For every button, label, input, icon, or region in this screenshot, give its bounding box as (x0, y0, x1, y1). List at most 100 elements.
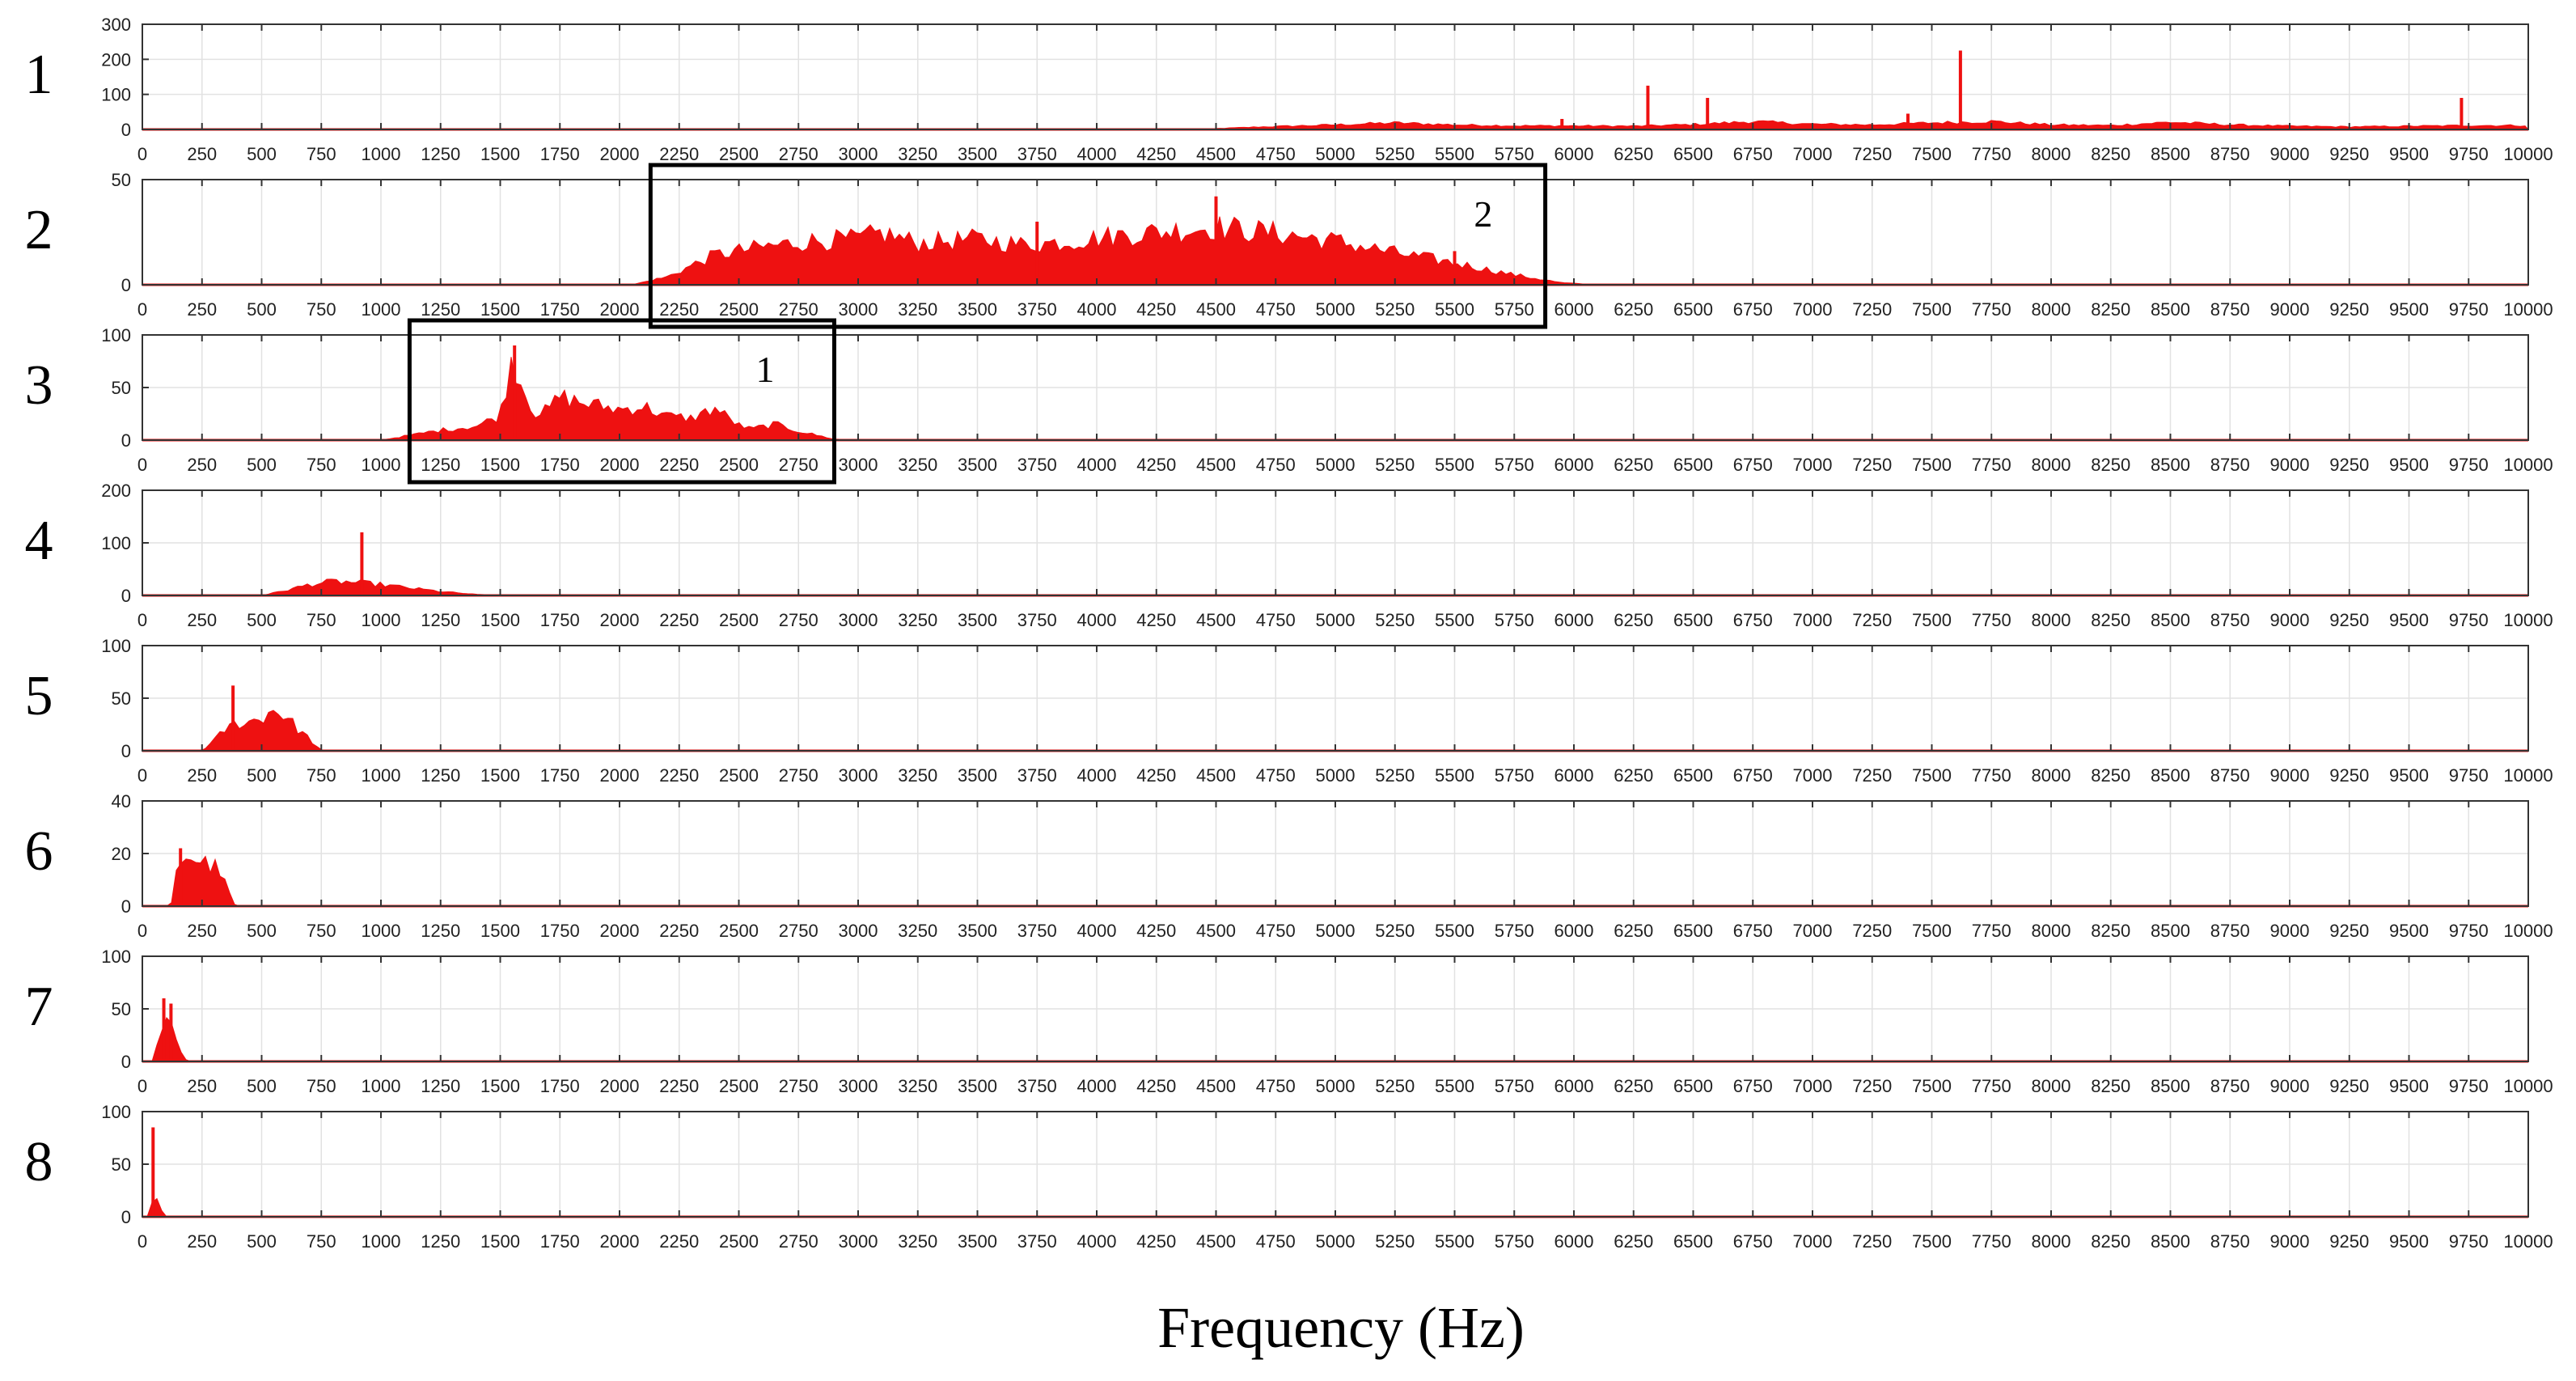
x-tick-label: 1000 (362, 455, 401, 475)
x-tick-label: 9000 (2270, 455, 2310, 475)
y-tick-label: 100 (101, 1102, 131, 1122)
x-tick-label: 6000 (1554, 610, 1594, 630)
x-tick-label: 500 (247, 765, 277, 786)
panel-7: 0 250 500 750 1000 1250 1500 1750 2000 2250 2500 27… (25, 947, 2553, 1096)
x-tick-label: 3750 (1017, 765, 1057, 786)
x-tick-label: 8750 (2210, 921, 2250, 941)
x-tick-label: 500 (247, 610, 277, 630)
x-tick-label: 5250 (1375, 144, 1415, 164)
x-tick-label: 1750 (540, 921, 580, 941)
y-tick-label: 100 (101, 325, 131, 345)
x-tick-label: 8500 (2151, 299, 2190, 320)
x-tick-label: 7750 (1972, 144, 2011, 164)
x-tick-label: 8000 (2032, 1231, 2071, 1252)
x-tick-label: 8750 (2210, 765, 2250, 786)
panel-number: 5 (25, 665, 53, 727)
x-tick-label: 7750 (1972, 299, 2011, 320)
y-tick-label: 200 (101, 49, 131, 70)
x-tick-label: 4750 (1256, 1076, 1296, 1096)
x-tick-label: 9000 (2270, 921, 2310, 941)
x-tick-label: 8500 (2151, 455, 2190, 475)
x-tick-label: 9250 (2329, 455, 2369, 475)
x-tick-label: 5500 (1435, 144, 1474, 164)
x-tick-label: 6250 (1614, 299, 1653, 320)
x-tick-label: 5750 (1495, 455, 1534, 475)
x-tick-label: 9750 (2449, 921, 2489, 941)
x-tick-label: 9500 (2389, 1231, 2429, 1252)
x-tick-label: 250 (187, 921, 217, 941)
panel-number: 8 (25, 1131, 53, 1193)
x-tick-label: 1750 (540, 610, 580, 630)
x-tick-label: 7000 (1793, 1076, 1833, 1096)
x-tick-label: 9500 (2389, 455, 2429, 475)
x-tick-label: 9500 (2389, 144, 2429, 164)
x-tick-label: 9250 (2329, 921, 2369, 941)
y-tick-label: 200 (101, 481, 131, 501)
x-tick-label: 250 (187, 610, 217, 630)
y-tick-label: 100 (101, 947, 131, 967)
x-tick-label: 750 (307, 1231, 336, 1252)
x-tick-label: 9000 (2270, 765, 2310, 786)
x-tick-label: 5750 (1495, 144, 1534, 164)
x-tick-label: 250 (187, 144, 217, 164)
x-tick-label: 2750 (779, 765, 818, 786)
x-tick-label: 2500 (719, 299, 759, 320)
x-tick-label: 7250 (1852, 299, 1892, 320)
x-tick-label: 4750 (1256, 455, 1296, 475)
x-tick-label: 8000 (2032, 455, 2071, 475)
x-tick-label: 4750 (1256, 610, 1296, 630)
x-tick-label: 6500 (1673, 765, 1713, 786)
x-tick-label: 4250 (1136, 765, 1176, 786)
x-tick-label: 4000 (1077, 1076, 1117, 1096)
x-tick-label: 2000 (600, 1076, 640, 1096)
x-tick-label: 4750 (1256, 1231, 1296, 1252)
x-tick-label: 2000 (600, 299, 640, 320)
x-tick-label: 2500 (719, 455, 759, 475)
x-tick-label: 3750 (1017, 299, 1057, 320)
x-tick-label: 1000 (362, 765, 401, 786)
x-tick-label: 5500 (1435, 1231, 1474, 1252)
x-tick-label: 2250 (659, 299, 699, 320)
x-tick-label: 8250 (2091, 299, 2130, 320)
x-tick-label: 7750 (1972, 921, 2011, 941)
x-tick-label: 9000 (2270, 610, 2310, 630)
x-tick-label: 7750 (1972, 1231, 2011, 1252)
x-tick-label: 1250 (421, 921, 460, 941)
x-tick-label: 2750 (779, 144, 818, 164)
x-tick-label: 2250 (659, 1231, 699, 1252)
x-tick-label: 4750 (1256, 765, 1296, 786)
panel-number: 3 (25, 354, 53, 417)
panel-number: 6 (25, 820, 53, 883)
x-tick-label: 750 (307, 1076, 336, 1096)
x-tick-label: 5750 (1495, 610, 1534, 630)
x-tick-label: 2500 (719, 765, 759, 786)
x-tick-label: 750 (307, 455, 336, 475)
x-tick-label: 8750 (2210, 299, 2250, 320)
x-tick-label: 8500 (2151, 1076, 2190, 1096)
x-tick-label: 2000 (600, 610, 640, 630)
x-tick-label: 9500 (2389, 1076, 2429, 1096)
x-tick-label: 7000 (1793, 765, 1833, 786)
x-tick-label: 1000 (362, 610, 401, 630)
x-tick-label: 1250 (421, 610, 460, 630)
x-tick-label: 9000 (2270, 1076, 2310, 1096)
x-tick-label: 9250 (2329, 1231, 2369, 1252)
x-tick-label: 2000 (600, 1231, 640, 1252)
x-tick-label: 5000 (1316, 765, 1356, 786)
x-tick-label: 1500 (480, 299, 520, 320)
x-tick-label: 500 (247, 1231, 277, 1252)
x-tick-label: 6250 (1614, 144, 1653, 164)
x-tick-label: 4250 (1136, 455, 1176, 475)
x-tick-label: 2250 (659, 455, 699, 475)
x-tick-label: 1500 (480, 1231, 520, 1252)
x-tick-label: 750 (307, 765, 336, 786)
x-tick-label: 2000 (600, 144, 640, 164)
x-tick-label: 1750 (540, 455, 580, 475)
x-tick-label: 6500 (1673, 610, 1713, 630)
x-tick-label: 2750 (779, 455, 818, 475)
x-tick-label: 9000 (2270, 299, 2310, 320)
y-tick-label: 40 (112, 791, 131, 811)
x-tick-label: 8250 (2091, 921, 2130, 941)
x-tick-label: 4500 (1196, 921, 1236, 941)
y-tick-label: 100 (101, 533, 131, 553)
